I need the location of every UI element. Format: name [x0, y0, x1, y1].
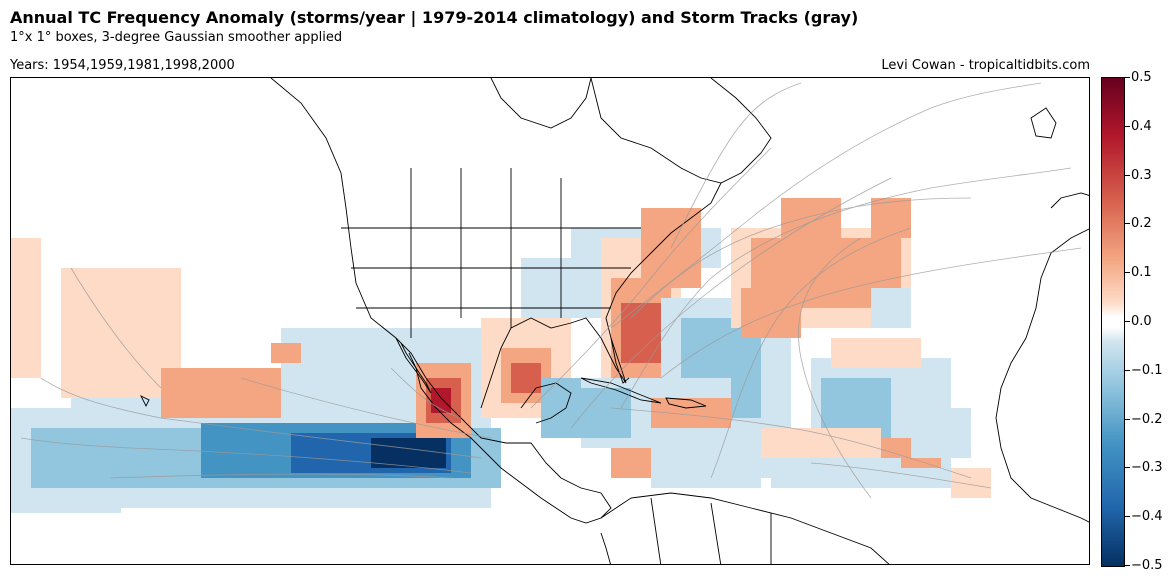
map-canvas	[11, 78, 1089, 564]
map-panel	[10, 77, 1090, 565]
anomaly-cell	[571, 388, 631, 438]
anomaly-cell	[871, 198, 911, 238]
storm-track	[240, 377, 492, 439]
storm-track	[70, 267, 162, 389]
colorbar-tick-label: −0.1	[1131, 362, 1163, 378]
anomaly-cell	[161, 368, 281, 418]
colorbar-tick-label: 0.1	[1131, 265, 1152, 281]
colorbar-tick	[1125, 565, 1130, 566]
storm-tracks	[20, 82, 1082, 499]
colorbar-tick	[1125, 321, 1130, 322]
baja-california	[395, 337, 432, 394]
storm-track	[620, 167, 1072, 409]
anomaly-cell	[781, 198, 841, 238]
colorbar-tick-label: −0.4	[1131, 509, 1163, 525]
canada-coast	[590, 78, 772, 184]
anomaly-cell	[611, 448, 651, 478]
storm-track	[110, 473, 452, 479]
colorbar-tick-label: 0.2	[1131, 216, 1152, 232]
storm-track	[630, 197, 972, 319]
storm-track	[798, 237, 872, 499]
colorbar-tick-label: 0.0	[1131, 314, 1152, 329]
credit-label: Levi Cowan - tropicaltidbits.com	[881, 58, 1090, 73]
storm-track	[20, 437, 472, 474]
british-isles	[1030, 107, 1057, 139]
anomaly-cell	[431, 388, 451, 413]
colorbar-tick-label: 0.4	[1131, 118, 1152, 134]
anomaly-cell	[741, 288, 801, 338]
storm-track	[660, 247, 1082, 379]
us-states-grid	[341, 168, 641, 338]
anomaly-cell	[11, 238, 41, 378]
anomaly-cell	[831, 338, 921, 368]
africa-coast	[995, 228, 1089, 523]
coastlines	[139, 78, 1089, 564]
storm-track	[530, 147, 772, 409]
colorbar-tick	[1125, 125, 1130, 127]
yucatan	[520, 382, 572, 424]
colorbar-tick	[1125, 467, 1130, 469]
storm-track	[810, 462, 992, 489]
storm-track	[40, 377, 482, 459]
colorbar-tick	[1125, 77, 1130, 78]
hispaniola	[665, 397, 707, 409]
colorbar-tick	[1125, 516, 1130, 518]
colorbar-tick	[1125, 223, 1130, 225]
storm-track	[390, 367, 462, 419]
anomaly-cell	[651, 428, 761, 488]
storm-track	[610, 407, 972, 479]
storm-track	[710, 227, 912, 479]
colorbar-tick-label: −0.5	[1131, 558, 1163, 573]
anomaly-cell	[271, 343, 301, 363]
iberia	[1050, 192, 1089, 209]
colorbar-tick-label: 0.5	[1131, 70, 1152, 85]
map-subtitle: 1°x 1° boxes, 3-degree Gaussian smoother…	[10, 30, 343, 45]
colorbar-tick-label: −0.2	[1131, 411, 1163, 427]
map-title: Annual TC Frequency Anomaly (storms/year…	[10, 8, 859, 27]
anomaly-field	[11, 198, 991, 513]
colorbar-tick	[1125, 369, 1130, 371]
cuba	[580, 377, 662, 404]
south-america-borders	[650, 497, 772, 564]
anomaly-cell	[951, 468, 991, 498]
colorbar-tick	[1125, 174, 1130, 176]
anomaly-cell	[771, 458, 901, 488]
south-america-coast	[600, 492, 890, 564]
anomaly-cell	[371, 438, 446, 468]
colorbar-tick-label: 0.3	[1131, 167, 1152, 183]
hudson-bay	[490, 78, 592, 129]
colorbar-tick	[1125, 418, 1130, 420]
years-label: Years: 1954,1959,1981,1998,2000	[10, 58, 235, 73]
storm-track	[670, 82, 802, 249]
anomaly-cell	[871, 288, 911, 328]
gulf-coast	[480, 182, 722, 409]
anomaly-cell	[911, 408, 971, 458]
colorbar	[1101, 77, 1125, 567]
colorbar-tick-label: −0.3	[1131, 460, 1163, 476]
hawaii	[139, 394, 150, 408]
colorbar-tick	[1125, 272, 1130, 274]
anomaly-cell	[621, 303, 661, 363]
anomaly-cell	[511, 363, 541, 393]
north-america-coast	[270, 78, 612, 524]
